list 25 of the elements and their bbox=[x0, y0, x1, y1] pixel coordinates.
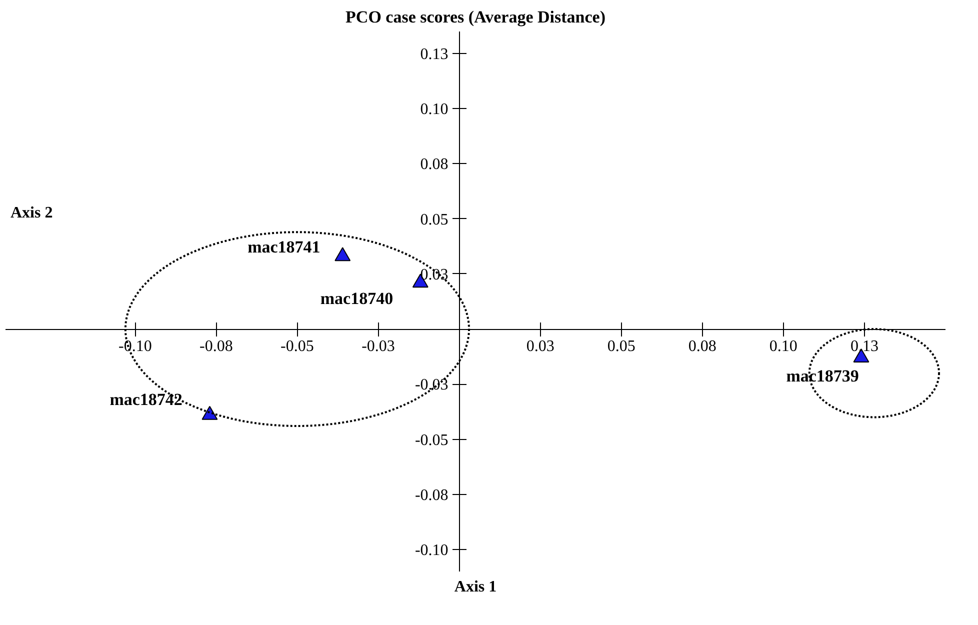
chart-title: PCO case scores (Average Distance) bbox=[346, 8, 606, 26]
x-tick-label: 0.13 bbox=[850, 338, 878, 356]
x-axis-title: Axis 1 bbox=[454, 578, 497, 596]
point bbox=[202, 406, 218, 420]
point bbox=[334, 247, 351, 262]
x-tick-label: -0.05 bbox=[280, 338, 314, 356]
annotation: mac18740 bbox=[320, 288, 394, 308]
annotation: mac18739 bbox=[786, 366, 859, 386]
annotation: mac18741 bbox=[248, 237, 320, 256]
y-axis-title: Axis 2 bbox=[10, 204, 53, 222]
y-tick-label: 0.08 bbox=[420, 156, 448, 174]
y-tick-label: -0.05 bbox=[414, 432, 448, 449]
annotation: mac18742 bbox=[110, 390, 182, 410]
y-tick-label: 0.05 bbox=[420, 211, 448, 228]
x-tick-label: 0.03 bbox=[526, 338, 554, 356]
y-tick-label: -0.10 bbox=[414, 542, 448, 559]
x-tick-label: 0.10 bbox=[769, 338, 798, 356]
x-tick-label: -0.08 bbox=[200, 338, 233, 356]
y-tick-label: -0.08 bbox=[414, 486, 448, 504]
y-tick-label: 0.10 bbox=[420, 101, 448, 118]
x-tick-label: 0.05 bbox=[607, 338, 636, 356]
y-tick-label: 0.13 bbox=[420, 46, 448, 64]
x-tick-label: -0.03 bbox=[362, 338, 395, 356]
x-tick-label: 0.08 bbox=[688, 338, 716, 356]
x-tick-label: -0.10 bbox=[118, 338, 152, 356]
